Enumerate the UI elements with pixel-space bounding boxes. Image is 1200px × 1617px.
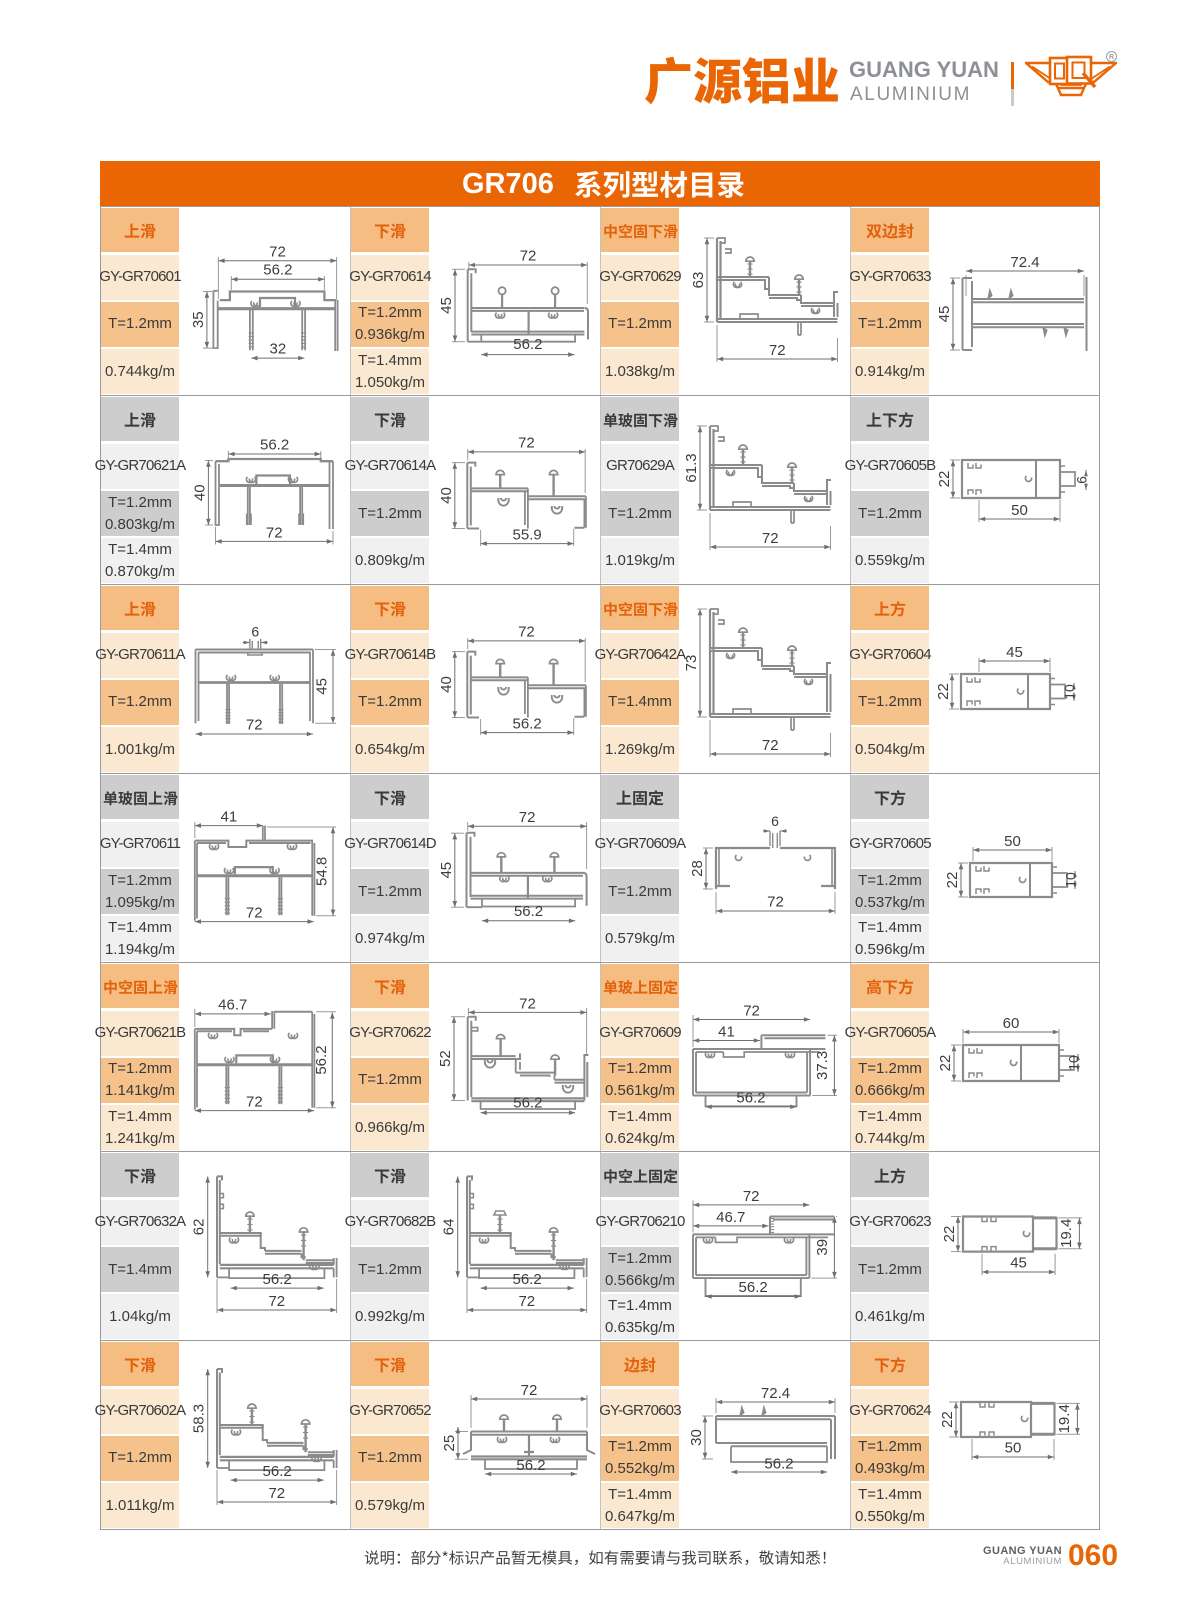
svg-text:45: 45 xyxy=(936,306,953,323)
svg-text:10: 10 xyxy=(1062,684,1078,700)
svg-text:56.2: 56.2 xyxy=(513,1095,542,1112)
svg-text:56.2: 56.2 xyxy=(513,716,542,733)
svg-text:56.2: 56.2 xyxy=(739,1279,768,1296)
svg-text:72: 72 xyxy=(518,1293,535,1310)
svg-text:72: 72 xyxy=(518,435,535,452)
svg-text:56.2: 56.2 xyxy=(764,1456,793,1473)
svg-text:39: 39 xyxy=(814,1239,831,1256)
svg-text:45: 45 xyxy=(438,862,455,879)
svg-text:63: 63 xyxy=(690,272,707,289)
svg-text:40: 40 xyxy=(438,676,455,693)
svg-text:10: 10 xyxy=(1066,1055,1082,1071)
svg-text:28: 28 xyxy=(689,860,706,877)
svg-text:46.7: 46.7 xyxy=(218,997,247,1014)
svg-text:58.3: 58.3 xyxy=(191,1404,208,1433)
svg-text:22: 22 xyxy=(944,872,961,889)
svg-text:56.2: 56.2 xyxy=(263,1271,292,1288)
svg-text:72: 72 xyxy=(743,1188,760,1205)
svg-text:6: 6 xyxy=(251,623,259,639)
svg-text:22: 22 xyxy=(941,1226,958,1243)
svg-text:45: 45 xyxy=(1010,1255,1027,1272)
svg-text:72: 72 xyxy=(268,1293,285,1310)
svg-text:30: 30 xyxy=(688,1429,705,1446)
svg-text:72: 72 xyxy=(521,1382,538,1399)
svg-text:73: 73 xyxy=(683,655,700,672)
svg-text:72: 72 xyxy=(767,894,784,911)
svg-text:32: 32 xyxy=(270,341,287,358)
svg-text:19.4: 19.4 xyxy=(1056,1404,1073,1433)
svg-text:35: 35 xyxy=(190,311,207,328)
svg-text:56.2: 56.2 xyxy=(514,903,543,920)
svg-text:72.4: 72.4 xyxy=(1010,254,1039,271)
svg-text:56.2: 56.2 xyxy=(516,1457,545,1474)
svg-text:22: 22 xyxy=(937,1055,954,1072)
svg-text:50: 50 xyxy=(1011,502,1028,519)
svg-text:37.3: 37.3 xyxy=(814,1051,831,1080)
svg-text:45: 45 xyxy=(438,297,455,314)
svg-text:72: 72 xyxy=(269,243,286,260)
svg-text:40: 40 xyxy=(438,487,455,504)
svg-text:72: 72 xyxy=(266,524,283,541)
svg-text:22: 22 xyxy=(936,471,953,488)
svg-text:56.2: 56.2 xyxy=(263,261,292,278)
svg-text:19.4: 19.4 xyxy=(1058,1219,1075,1248)
svg-text:56.2: 56.2 xyxy=(263,1463,292,1480)
svg-text:52: 52 xyxy=(437,1050,454,1067)
svg-text:45: 45 xyxy=(314,678,331,695)
svg-text:25: 25 xyxy=(441,1435,458,1452)
svg-text:22: 22 xyxy=(935,683,952,700)
svg-text:55.9: 55.9 xyxy=(513,527,542,544)
svg-text:56.2: 56.2 xyxy=(260,437,289,454)
svg-text:72: 72 xyxy=(519,995,536,1012)
svg-text:10: 10 xyxy=(1063,872,1079,888)
svg-text:46.7: 46.7 xyxy=(716,1209,745,1226)
svg-text:6: 6 xyxy=(1074,476,1090,484)
svg-text:72: 72 xyxy=(762,530,779,547)
svg-text:72: 72 xyxy=(246,717,263,734)
svg-text:61.3: 61.3 xyxy=(683,453,700,482)
svg-text:62: 62 xyxy=(191,1219,208,1236)
svg-text:72: 72 xyxy=(519,809,536,826)
svg-text:72: 72 xyxy=(743,1003,760,1020)
svg-text:72: 72 xyxy=(518,624,535,641)
svg-text:56.2: 56.2 xyxy=(313,1045,330,1074)
svg-text:72: 72 xyxy=(246,1093,263,1110)
svg-text:72: 72 xyxy=(246,904,263,921)
svg-text:41: 41 xyxy=(718,1024,735,1041)
svg-text:56.2: 56.2 xyxy=(513,336,542,353)
svg-text:72: 72 xyxy=(769,342,786,359)
svg-text:50: 50 xyxy=(1004,833,1021,850)
svg-text:72: 72 xyxy=(520,248,537,265)
svg-text:72: 72 xyxy=(268,1485,285,1502)
svg-text:41: 41 xyxy=(221,808,238,825)
svg-text:45: 45 xyxy=(1006,644,1023,661)
svg-text:56.2: 56.2 xyxy=(736,1089,765,1106)
svg-text:54.8: 54.8 xyxy=(314,857,331,886)
svg-text:60: 60 xyxy=(1003,1015,1020,1032)
svg-text:50: 50 xyxy=(1005,1440,1022,1457)
svg-text:72: 72 xyxy=(762,737,779,754)
svg-text:72.4: 72.4 xyxy=(761,1385,790,1402)
svg-text:56.2: 56.2 xyxy=(513,1271,542,1288)
svg-text:64: 64 xyxy=(441,1219,458,1236)
svg-text:40: 40 xyxy=(191,484,208,501)
svg-text:6: 6 xyxy=(771,813,779,829)
svg-text:22: 22 xyxy=(939,1411,956,1428)
